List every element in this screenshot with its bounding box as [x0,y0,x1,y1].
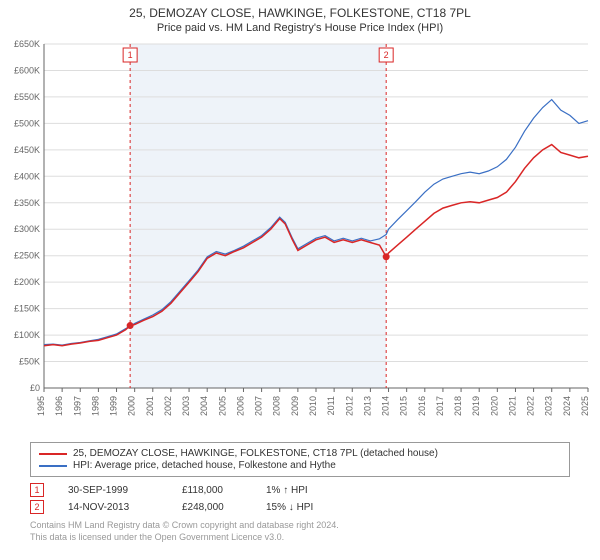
svg-text:2019: 2019 [471,396,481,416]
svg-text:£450K: £450K [14,145,40,155]
svg-text:2006: 2006 [235,396,245,416]
svg-text:2020: 2020 [489,396,499,416]
svg-text:2005: 2005 [217,396,227,416]
chart-title-line2: Price paid vs. HM Land Registry's House … [0,22,600,34]
svg-text:1999: 1999 [109,396,119,416]
svg-text:2007: 2007 [254,396,264,416]
svg-text:2014: 2014 [381,396,391,416]
svg-text:2001: 2001 [145,396,155,416]
svg-text:£100K: £100K [14,330,40,340]
chart-title-block: 25, DEMOZAY CLOSE, HAWKINGE, FOLKESTONE,… [0,0,600,36]
legend-row-1: 25, DEMOZAY CLOSE, HAWKINGE, FOLKESTONE,… [39,448,561,459]
marker-pct-1: 1% ↑ HPI [266,485,346,496]
svg-text:2002: 2002 [163,396,173,416]
svg-text:2011: 2011 [326,396,336,415]
svg-text:1996: 1996 [54,396,64,416]
marker-date-2: 14-NOV-2013 [68,502,158,513]
marker-date-1: 30-SEP-1999 [68,485,158,496]
legend-swatch-1 [39,453,67,455]
marker-pct-2: 15% ↓ HPI [266,502,346,513]
svg-text:£300K: £300K [14,224,40,234]
marker-price-2: £248,000 [182,502,242,513]
svg-text:2024: 2024 [562,396,572,416]
svg-text:£550K: £550K [14,92,40,102]
svg-text:£150K: £150K [14,304,40,314]
svg-text:£250K: £250K [14,251,40,261]
legend: 25, DEMOZAY CLOSE, HAWKINGE, FOLKESTONE,… [30,442,570,477]
svg-text:1: 1 [128,50,133,60]
svg-text:2009: 2009 [290,396,300,416]
attribution-line2: This data is licensed under the Open Gov… [30,532,570,544]
marker-table: 1 30-SEP-1999 £118,000 1% ↑ HPI 2 14-NOV… [30,483,570,514]
svg-text:£200K: £200K [14,277,40,287]
marker-box-1: 1 [30,483,44,497]
svg-text:£650K: £650K [14,39,40,49]
chart-title-line1: 25, DEMOZAY CLOSE, HAWKINGE, FOLKESTONE,… [0,6,600,20]
marker-row-1: 1 30-SEP-1999 £118,000 1% ↑ HPI [30,483,570,497]
svg-text:2013: 2013 [362,396,372,416]
svg-text:2000: 2000 [127,396,137,416]
marker-box-2: 2 [30,500,44,514]
marker-price-1: £118,000 [182,485,242,496]
svg-text:£50K: £50K [19,357,40,367]
svg-text:£0: £0 [30,383,40,393]
svg-text:£400K: £400K [14,171,40,181]
svg-text:2018: 2018 [453,396,463,416]
svg-text:1997: 1997 [72,396,82,416]
svg-text:2004: 2004 [199,396,209,416]
legend-label-1: 25, DEMOZAY CLOSE, HAWKINGE, FOLKESTONE,… [73,448,438,459]
svg-text:1995: 1995 [36,396,46,416]
line-chart-svg: £0 £50K £100K £150K £200K £250K £300K £350K £400… [0,36,600,436]
svg-text:2003: 2003 [181,396,191,416]
legend-label-2: HPI: Average price, detached house, Folk… [73,460,336,471]
attribution-line1: Contains HM Land Registry data © Crown c… [30,520,570,532]
svg-text:£600K: £600K [14,65,40,75]
svg-text:2023: 2023 [544,396,554,416]
legend-row-2: HPI: Average price, detached house, Folk… [39,460,561,471]
marker-row-2: 2 14-NOV-2013 £248,000 15% ↓ HPI [30,500,570,514]
svg-text:2015: 2015 [399,396,409,416]
svg-text:2008: 2008 [272,396,282,416]
legend-swatch-2 [39,465,67,467]
svg-text:2: 2 [384,50,389,60]
svg-text:£350K: £350K [14,198,40,208]
svg-text:2012: 2012 [344,396,354,416]
svg-text:£500K: £500K [14,118,40,128]
svg-text:2025: 2025 [580,396,590,416]
svg-text:2017: 2017 [435,396,445,416]
chart-area: £0 £50K £100K £150K £200K £250K £300K £350K £400… [0,36,600,436]
svg-text:2021: 2021 [507,396,517,416]
svg-text:2022: 2022 [526,396,536,416]
svg-text:2010: 2010 [308,396,318,416]
svg-text:1998: 1998 [90,396,100,416]
attribution: Contains HM Land Registry data © Crown c… [30,520,570,543]
svg-text:2016: 2016 [417,396,427,416]
